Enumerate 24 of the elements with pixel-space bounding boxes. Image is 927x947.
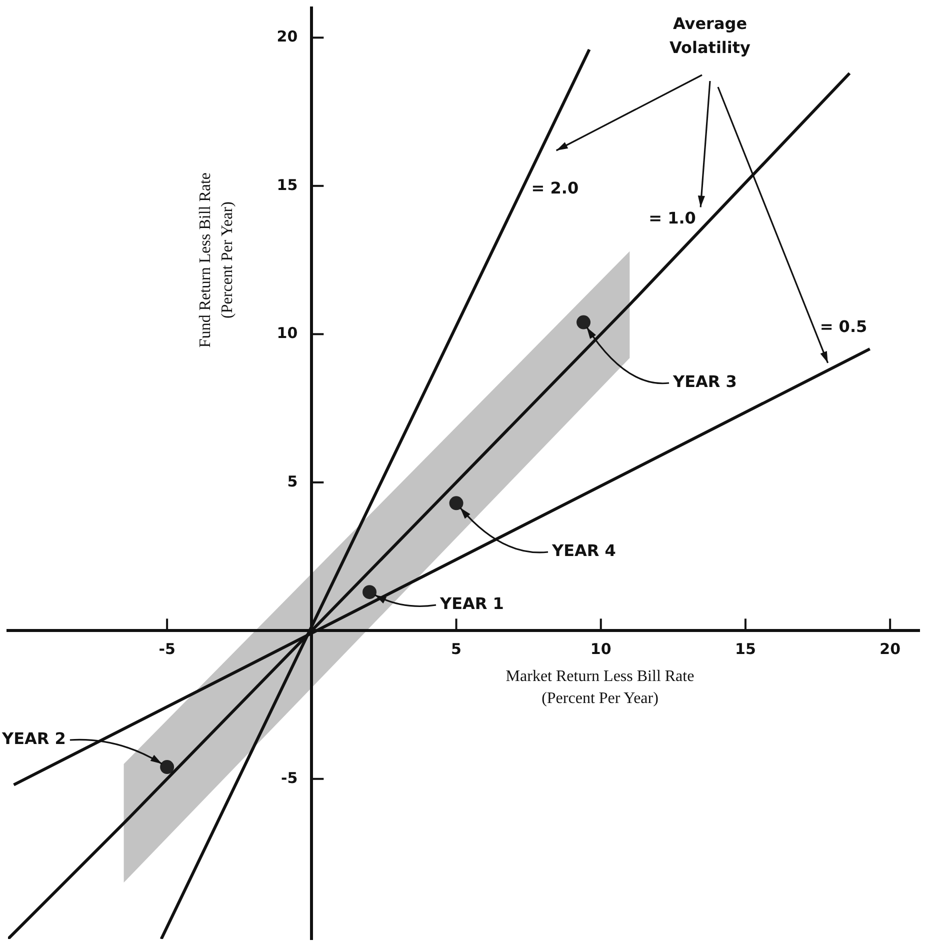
x-tick-label: -5 (158, 640, 176, 658)
y-tick-label: 15 (276, 176, 298, 194)
point (449, 496, 464, 510)
series-label: = 2.0 (531, 178, 579, 198)
x-tick-label: 10 (590, 640, 612, 658)
point (160, 760, 174, 774)
annotation: YEAR 4 (551, 541, 616, 560)
legend-label: = 1.0 (648, 208, 696, 228)
annotation: YEAR 3 (672, 372, 737, 392)
y-tick-label: 5 (287, 472, 298, 490)
x-tick-label: 20 (880, 640, 901, 658)
x-tick-label: 5 (451, 640, 462, 658)
y-axis-title: Fund Return Less Bill Rate (Percent Per Year) (196, 172, 236, 348)
point (362, 585, 377, 600)
y-tick-label: -5 (280, 768, 298, 787)
y-tick-label: 20 (276, 28, 298, 46)
y-tick-label: 10 (276, 324, 298, 342)
x-axis-title: Market Return Less Bill Rate (Percent Per Year) (506, 668, 694, 707)
x-tick-label: 15 (735, 640, 756, 658)
annotation: YEAR 1 (439, 594, 504, 614)
annotation: Average Volatility (670, 14, 752, 58)
series-label: = 0.5 (820, 317, 868, 336)
annotation: YEAR 2 (1, 729, 66, 748)
point (576, 315, 591, 330)
